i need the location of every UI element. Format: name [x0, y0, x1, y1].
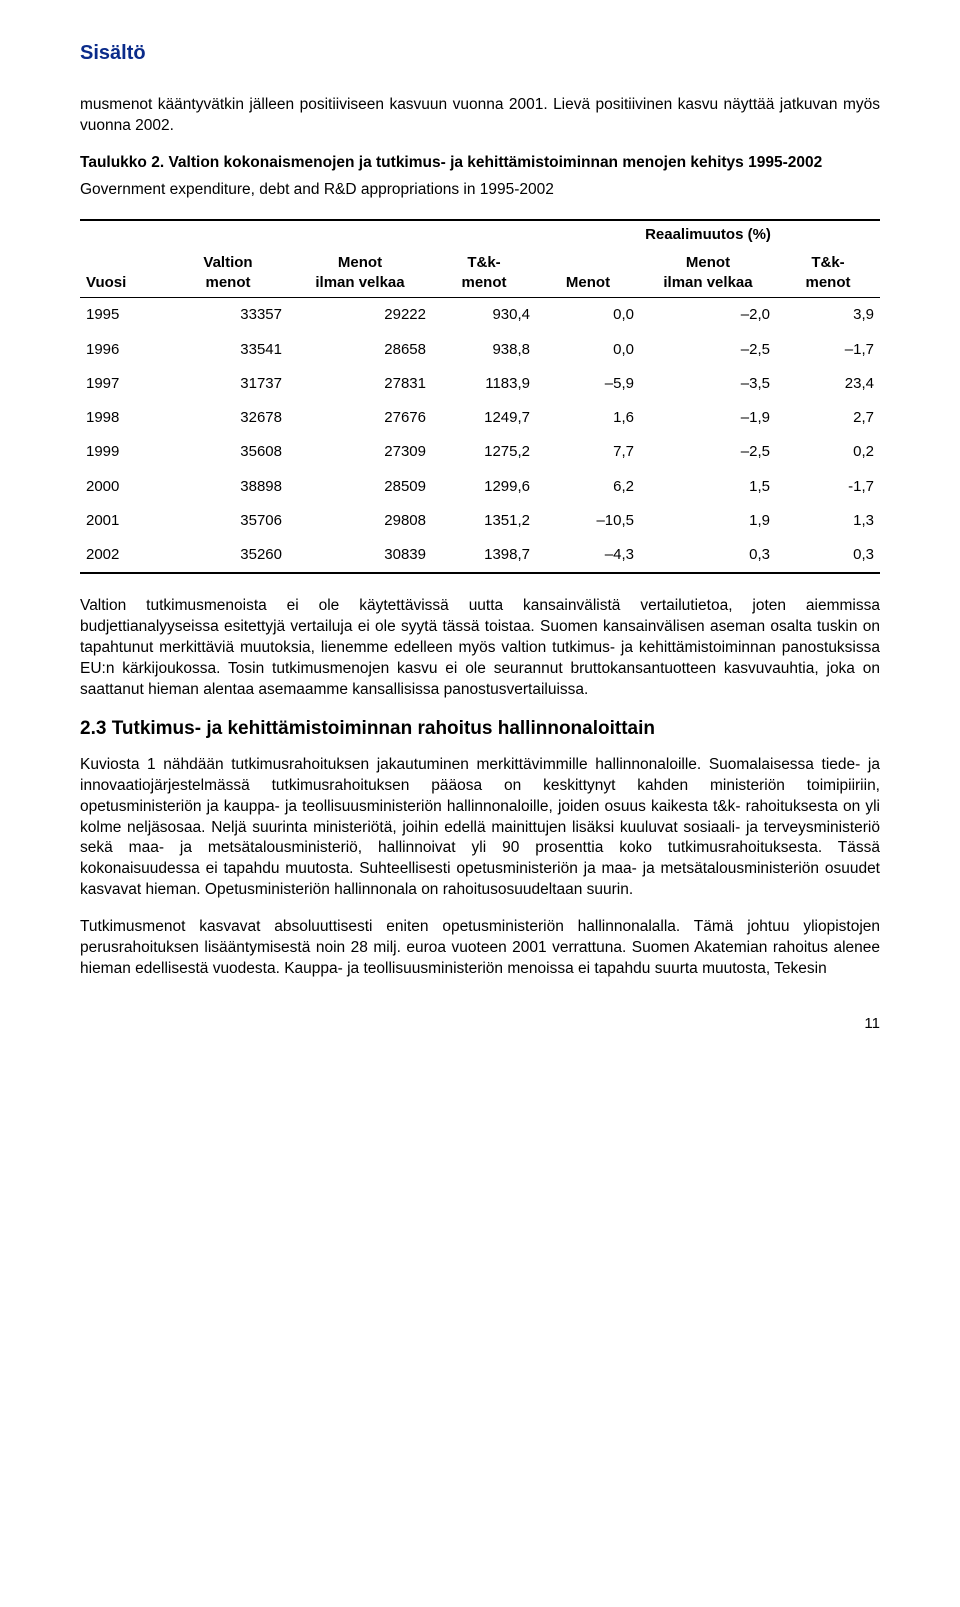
table-cell: 1183,9: [432, 367, 536, 401]
table-cell: 29222: [288, 298, 432, 333]
page-number: 11: [80, 1014, 880, 1034]
col-header-tk-menot: T&k- menot: [432, 249, 536, 298]
table-cell: –2,0: [640, 298, 776, 333]
col-header-r-tk-menot: T&k- menot: [776, 249, 880, 298]
table-row: 200235260308391398,7–4,30,30,3: [80, 538, 880, 573]
table-cell: 2002: [80, 538, 168, 573]
data-table: Reaalimuutos (%) Vuosi Valtion menot Men…: [80, 219, 880, 575]
table-subtitle: Government expenditure, debt and R&D app…: [80, 180, 880, 201]
table-cell: 30839: [288, 538, 432, 573]
table-cell: 1996: [80, 333, 168, 367]
table-row: 199935608273091275,27,7–2,50,2: [80, 435, 880, 469]
table-cell: 1999: [80, 435, 168, 469]
section-paragraph-1: Kuviosta 1 nähdään tutkimusrahoituksen j…: [80, 755, 880, 901]
table-cell: –2,5: [640, 333, 776, 367]
group-header: Reaalimuutos (%): [536, 220, 880, 249]
table-cell: 31737: [168, 367, 288, 401]
table-cell: 28509: [288, 470, 432, 504]
table-cell: 0,0: [536, 298, 640, 333]
table-cell: 33357: [168, 298, 288, 333]
col-header-valtion-menot: Valtion menot: [168, 249, 288, 298]
table-cell: 35260: [168, 538, 288, 573]
col-header-menot-ilman-velkaa: Menot ilman velkaa: [288, 249, 432, 298]
col-header-r-menot-ilman-velkaa: Menot ilman velkaa: [640, 249, 776, 298]
contents-link[interactable]: Sisältö: [80, 40, 880, 67]
table-cell: 6,2: [536, 470, 640, 504]
table-cell: –1,9: [640, 401, 776, 435]
section-paragraph-2: Tutkimusmenot kasvavat absoluuttisesti e…: [80, 917, 880, 980]
after-table-paragraph: Valtion tutkimusmenoista ei ole käytettä…: [80, 596, 880, 701]
table-row: 199832678276761249,71,6–1,92,7: [80, 401, 880, 435]
table-cell: 1351,2: [432, 504, 536, 538]
table-row: 200038898285091299,66,21,5-1,7: [80, 470, 880, 504]
section-heading: 2.3 Tutkimus- ja kehittämistoiminnan rah…: [80, 717, 880, 741]
table-body: 19953335729222930,40,0–2,03,919963354128…: [80, 298, 880, 574]
table-cell: 1299,6: [432, 470, 536, 504]
table-cell: 35706: [168, 504, 288, 538]
table-caption-number: Taulukko 2.: [80, 154, 164, 171]
table-cell: 1275,2: [432, 435, 536, 469]
table-cell: 33541: [168, 333, 288, 367]
table-caption-title: Valtion kokonaismenojen ja tutkimus- ja …: [168, 154, 822, 171]
col-header-vuosi: Vuosi: [80, 249, 168, 298]
table-cell: 1249,7: [432, 401, 536, 435]
table-cell: 27831: [288, 367, 432, 401]
table-row: 19953335729222930,40,0–2,03,9: [80, 298, 880, 333]
table-row: 19963354128658938,80,0–2,5–1,7: [80, 333, 880, 367]
table-row: 199731737278311183,9–5,9–3,523,4: [80, 367, 880, 401]
table-cell: 32678: [168, 401, 288, 435]
table-cell: 2,7: [776, 401, 880, 435]
table-cell: 23,4: [776, 367, 880, 401]
table-cell: 2000: [80, 470, 168, 504]
table-cell: 1,9: [640, 504, 776, 538]
table-cell: 29808: [288, 504, 432, 538]
table-cell: –10,5: [536, 504, 640, 538]
intro-paragraph: musmenot kääntyvätkin jälleen positiivis…: [80, 95, 880, 137]
table-cell: 1995: [80, 298, 168, 333]
table-cell: 1398,7: [432, 538, 536, 573]
table-cell: 0,3: [640, 538, 776, 573]
table-cell: 27676: [288, 401, 432, 435]
table-cell: 27309: [288, 435, 432, 469]
table-row: 200135706298081351,2–10,51,91,3: [80, 504, 880, 538]
table-cell: 930,4: [432, 298, 536, 333]
table-cell: –2,5: [640, 435, 776, 469]
col-header-r-menot: Menot: [536, 249, 640, 298]
page-root: Sisältö musmenot kääntyvätkin jälleen po…: [40, 0, 920, 1054]
table-cell: 0,0: [536, 333, 640, 367]
table-cell: 2001: [80, 504, 168, 538]
table-cell: 3,9: [776, 298, 880, 333]
table-cell: 35608: [168, 435, 288, 469]
table-cell: 0,3: [776, 538, 880, 573]
table-cell: 1998: [80, 401, 168, 435]
table-cell: -1,7: [776, 470, 880, 504]
table-cell: 1,3: [776, 504, 880, 538]
table-cell: 1,6: [536, 401, 640, 435]
table-cell: –4,3: [536, 538, 640, 573]
table-cell: 0,2: [776, 435, 880, 469]
table-cell: –5,9: [536, 367, 640, 401]
table-cell: 1,5: [640, 470, 776, 504]
table-cell: –1,7: [776, 333, 880, 367]
table-cell: 38898: [168, 470, 288, 504]
table-cell: –3,5: [640, 367, 776, 401]
table-cell: 7,7: [536, 435, 640, 469]
table-cell: 1997: [80, 367, 168, 401]
table-caption-block: Taulukko 2. Valtion kokonaismenojen ja t…: [80, 153, 880, 201]
table-cell: 28658: [288, 333, 432, 367]
table-cell: 938,8: [432, 333, 536, 367]
